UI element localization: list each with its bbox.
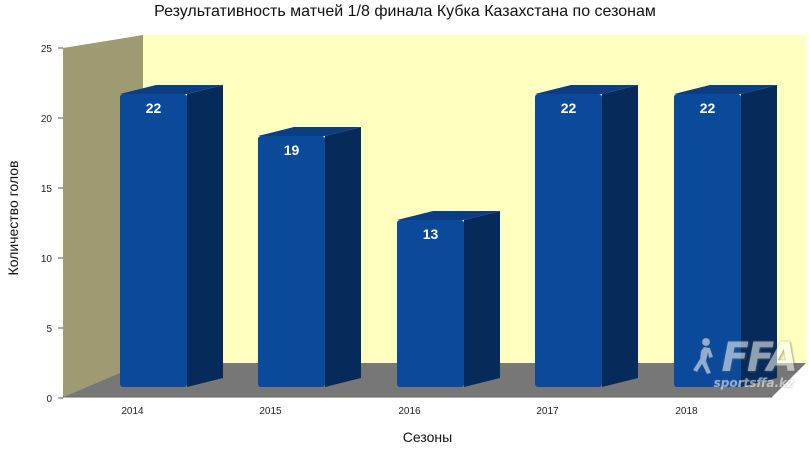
x-axis: 2014 2015 2016 2017 2018: [121, 406, 698, 417]
y-axis: 0 5 10 15 20 25: [41, 44, 63, 405]
bar: 22: [120, 85, 223, 387]
player-silhouette-icon: [692, 337, 714, 375]
x-tick-label: 2015: [259, 406, 282, 417]
bar-top: [674, 85, 777, 94]
bar-side: [187, 85, 223, 387]
data-label: 13: [423, 226, 439, 242]
y-tick-label: 25: [41, 44, 53, 55]
y-tick-label: 15: [41, 184, 53, 195]
y-tick-label: 5: [46, 324, 52, 335]
bar-top: [397, 211, 500, 220]
x-tick-label: 2016: [398, 406, 421, 417]
bar: 13: [397, 211, 500, 387]
bar-top: [258, 127, 361, 136]
x-axis-label: Сезоны: [402, 429, 453, 445]
bar-side: [464, 211, 500, 387]
data-label: 19: [284, 142, 300, 158]
bar-side: [325, 127, 361, 387]
bars: 22 19 13 22 22: [120, 85, 777, 387]
bar: 22: [674, 85, 777, 387]
y-tick-label: 0: [46, 394, 52, 405]
watermark-logo: FFA sportsffa.kz: [689, 335, 804, 395]
bar-front: [397, 220, 464, 387]
chart-title: Результативность матчей 1/8 финала Кубка…: [154, 3, 656, 20]
x-tick-label: 2018: [675, 406, 698, 417]
data-label: 22: [561, 100, 577, 116]
data-label: 22: [146, 100, 162, 116]
bar-top: [120, 85, 223, 94]
bar-side: [741, 85, 777, 387]
bar: 22: [535, 85, 638, 387]
y-axis-label: Количество голов: [5, 160, 21, 276]
x-tick-label: 2014: [121, 406, 144, 417]
watermark-url: sportsffa.kz: [713, 376, 794, 390]
x-tick-label: 2017: [536, 406, 559, 417]
data-label: 22: [700, 100, 716, 116]
watermark-text: FFA: [721, 335, 798, 381]
bar-top: [535, 85, 638, 94]
bar: 19: [258, 127, 361, 387]
bar-front: [120, 94, 187, 387]
bar-front: [535, 94, 602, 387]
y-tick-label: 20: [41, 114, 53, 125]
bar-front: [258, 136, 325, 387]
bar-front: [674, 94, 741, 387]
bar-side: [602, 85, 638, 387]
y-tick-label: 10: [41, 254, 53, 265]
